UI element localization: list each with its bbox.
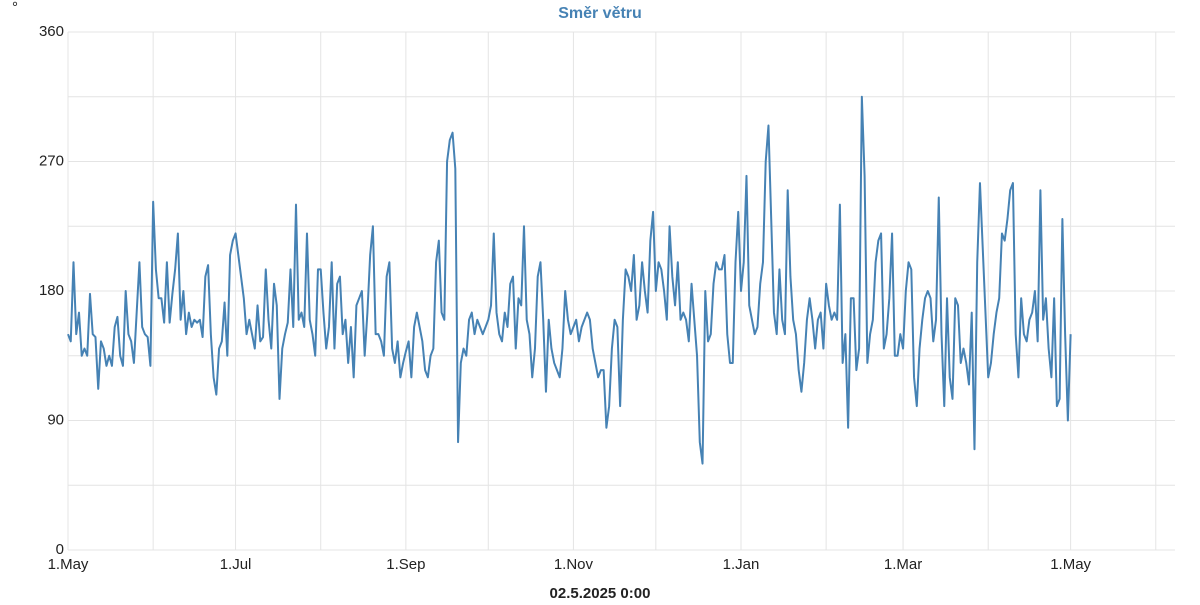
y-tick-label: 0: [56, 541, 64, 558]
y-tick-label: 180: [39, 282, 64, 299]
chart-title: Směr větru: [558, 5, 642, 22]
y-unit: °: [12, 0, 18, 16]
x-tick-label: 1.Sep: [386, 556, 425, 573]
x-tick-label: 1.Nov: [554, 556, 594, 573]
y-tick-label: 360: [39, 23, 64, 40]
x-tick-label: 1.May: [1050, 556, 1091, 573]
x-tick-label: 1.Jul: [220, 556, 252, 573]
line: [67, 95, 1072, 465]
x-label: 02.5.2025 0:00: [550, 585, 651, 600]
x-tick-label: 1.Mar: [884, 556, 922, 573]
x-tick-label: 1.Jan: [723, 556, 760, 573]
y-tick-label: 90: [47, 411, 64, 428]
x-tick-label: 1.May: [48, 556, 89, 573]
y-tick-label: 270: [39, 152, 64, 169]
